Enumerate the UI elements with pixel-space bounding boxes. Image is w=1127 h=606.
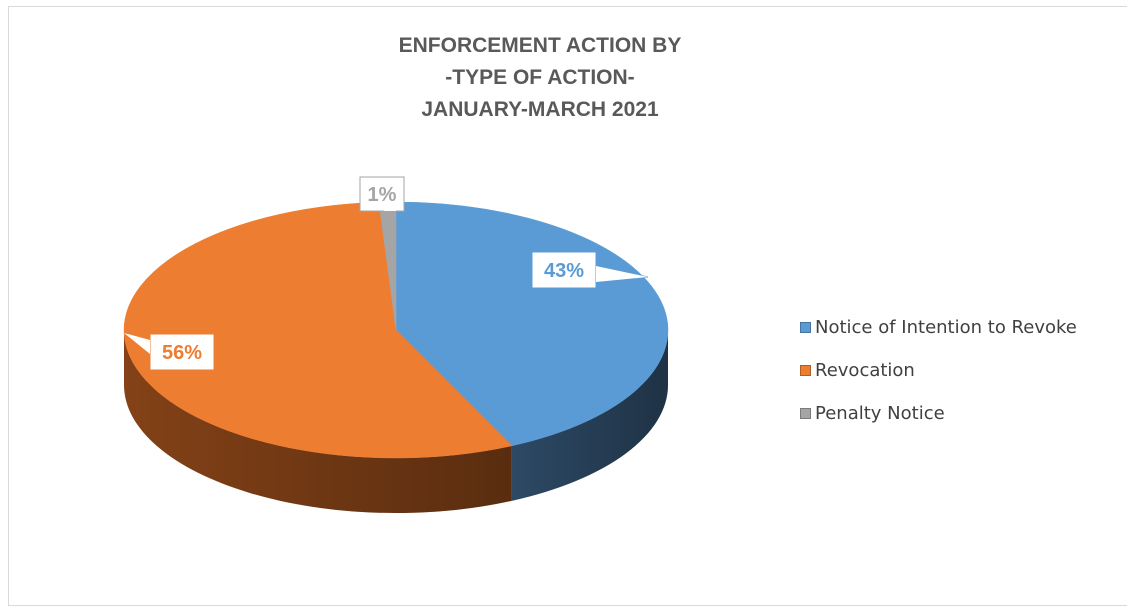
data-label-box-penalty-notice [359,176,405,212]
legend-label-notice-of-intention: Notice of Intention to Revoke [815,317,1077,338]
pie-slice-notice-of-intention [395,201,669,447]
legend-swatch-notice-of-intention [800,322,811,333]
data-label-text-penalty-notice: 1% [368,184,397,206]
pie-sides [124,330,668,513]
data-label-notice-of-intention: 43% [531,251,649,289]
data-label-text-revocation: 56% [162,342,202,364]
legend-item-penalty-notice: Penalty Notice [800,392,1077,435]
legend-swatch-penalty-notice [800,408,811,419]
pie-slice-revocation [123,201,513,459]
legend-swatch-revocation [800,365,811,376]
chart-title-line-1: ENFORCEMENT ACTION BY [398,34,682,57]
chart-legend: Notice of Intention to Revoke Revocation… [800,306,1077,435]
legend-label-penalty-notice: Penalty Notice [815,403,945,424]
data-label-penalty-notice: 1% [359,176,405,212]
pie-side-shade-revocation [124,330,512,513]
pie-data-labels: 43% 56% 1% [123,176,649,371]
legend-item-revocation: Revocation [800,349,1077,392]
data-label-pointer-fill-penalty-notice [384,201,396,211]
data-label-text-notice-of-intention: 43% [544,260,584,282]
data-label-pointer-fill-revocation [124,333,150,354]
data-label-box-notice-of-intention [531,251,597,289]
legend-label-revocation: Revocation [815,360,915,381]
pie-side-shade-notice-of-intention [511,330,668,501]
chart-title: ENFORCEMENT ACTION BY -TYPE OF ACTION- J… [290,30,790,126]
pie-chart: 43% 56% 1% [123,176,669,513]
data-label-revocation: 56% [123,332,215,371]
chart-title-line-3: JANUARY-MARCH 2021 [421,98,659,121]
pie-slices [123,201,669,459]
data-label-pointer-fill-notice-of-intention [596,266,648,282]
legend-item-notice-of-intention: Notice of Intention to Revoke [800,306,1077,349]
chart-title-line-2: -TYPE OF ACTION- [445,66,635,89]
